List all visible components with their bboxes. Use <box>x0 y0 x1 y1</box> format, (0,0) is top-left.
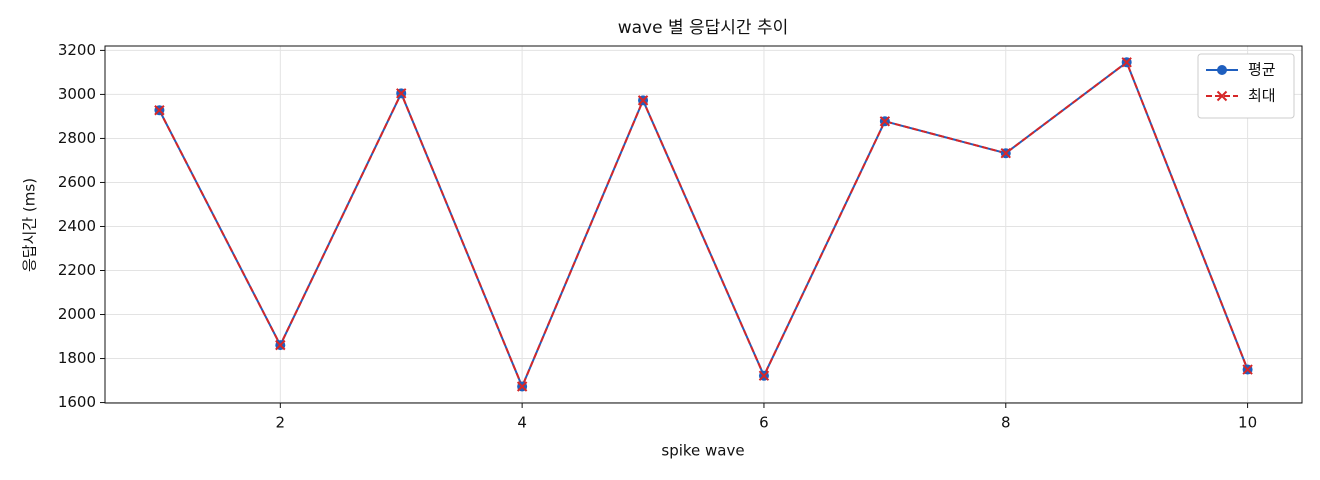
plot-frame <box>104 45 1303 404</box>
marker <box>1216 90 1228 102</box>
marker <box>637 95 649 106</box>
marker <box>1242 364 1253 375</box>
y-tick-label: 2800 <box>58 129 96 147</box>
x-tick-label: 8 <box>1001 414 1011 432</box>
y-axis-label: 응답시간 (ms) <box>21 178 39 272</box>
x-tick-label: 10 <box>1238 414 1257 432</box>
chart-title: wave 별 응답시간 추이 <box>618 18 789 38</box>
legend-label: 최대 <box>1248 87 1276 105</box>
legend-label: 평균 <box>1248 61 1276 79</box>
y-tick-label: 1600 <box>58 393 96 411</box>
y-tick-label: 3000 <box>58 85 96 103</box>
marker <box>516 381 528 392</box>
marker <box>1217 65 1227 75</box>
marker <box>879 116 891 127</box>
x-axis-label: spike wave <box>661 442 744 460</box>
legend-box <box>1197 53 1295 119</box>
x-tick-label: 6 <box>759 414 769 432</box>
y-tick-label: 2600 <box>58 173 96 191</box>
series-line <box>158 60 1249 390</box>
y-tick-label: 1800 <box>58 349 96 367</box>
marker <box>154 105 165 116</box>
marker <box>275 339 286 351</box>
marker <box>758 370 770 381</box>
marker <box>396 88 407 99</box>
marker <box>1121 57 1132 68</box>
y-tick-label: 2400 <box>58 217 96 235</box>
y-tick-label: 2200 <box>58 261 96 279</box>
x-tick-label: 2 <box>276 414 286 432</box>
marker <box>1000 147 1011 159</box>
y-tick-label: 2000 <box>58 305 96 323</box>
y-tick-label: 3200 <box>58 41 96 59</box>
x-tick-label: 4 <box>517 414 527 432</box>
